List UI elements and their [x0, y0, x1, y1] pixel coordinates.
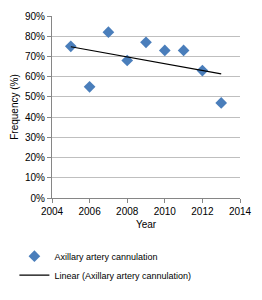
- svg-text:Axillary artery cannulation: Axillary artery cannulation: [54, 252, 157, 262]
- svg-text:2004: 2004: [41, 206, 64, 217]
- svg-text:2010: 2010: [154, 206, 177, 217]
- svg-text:80%: 80%: [25, 31, 45, 42]
- svg-text:90%: 90%: [25, 11, 45, 22]
- svg-text:30%: 30%: [25, 132, 45, 143]
- svg-text:Linear (Axillary artery cannul: Linear (Axillary artery cannulation): [54, 271, 191, 281]
- svg-text:Year: Year: [136, 219, 157, 230]
- svg-text:Frequency (%): Frequency (%): [9, 74, 20, 140]
- svg-text:10%: 10%: [25, 172, 45, 183]
- svg-text:0%: 0%: [31, 193, 46, 204]
- svg-text:2014: 2014: [229, 206, 252, 217]
- svg-text:2008: 2008: [116, 206, 139, 217]
- svg-text:20%: 20%: [25, 152, 45, 163]
- svg-text:2006: 2006: [78, 206, 101, 217]
- svg-text:40%: 40%: [25, 112, 45, 123]
- svg-text:2012: 2012: [191, 206, 214, 217]
- svg-text:60%: 60%: [25, 71, 45, 82]
- svg-text:70%: 70%: [25, 51, 45, 62]
- svg-text:50%: 50%: [25, 91, 45, 102]
